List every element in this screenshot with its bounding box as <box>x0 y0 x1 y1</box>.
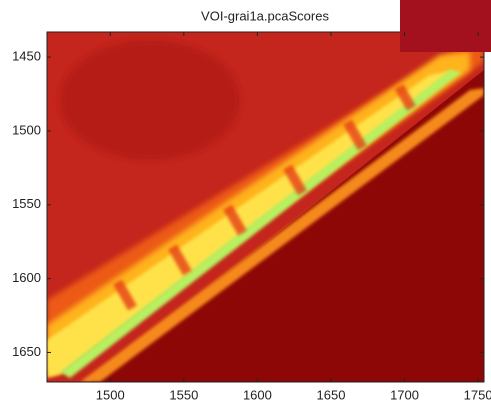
plot-frame <box>46 31 485 383</box>
x-tick-label: 1650 <box>317 387 346 402</box>
x-tick-label: 1700 <box>390 387 419 402</box>
y-tick-label: 1550 <box>12 196 41 211</box>
x-tick-label: 1600 <box>243 387 272 402</box>
y-tick-label: 1500 <box>12 122 41 137</box>
y-tick-label: 1450 <box>12 49 41 64</box>
x-tick-label: 1550 <box>169 387 198 402</box>
x-tick-label: 1500 <box>96 387 125 402</box>
x-tick-label: 1750 <box>464 387 491 402</box>
chart-title: VOI-grai1a.pcaScores <box>201 8 329 23</box>
y-tick-label: 1600 <box>12 270 41 285</box>
overlay-window <box>400 0 491 52</box>
y-tick-label: 1650 <box>12 344 41 359</box>
image <box>47 32 484 382</box>
